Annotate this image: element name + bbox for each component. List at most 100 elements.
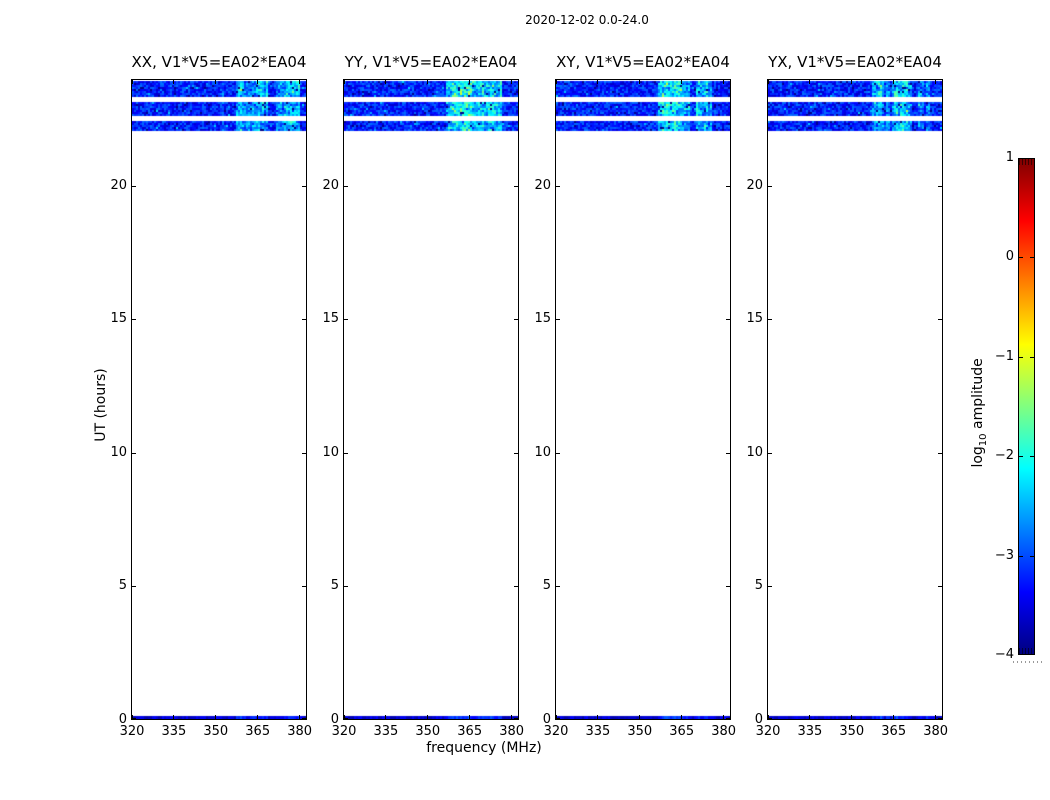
- y-tick-mark-left: [344, 453, 348, 454]
- colorbar-tick-mark-right: [1030, 556, 1034, 557]
- y-tick-label: 0: [118, 712, 127, 727]
- y-tick-label: 15: [534, 311, 551, 327]
- y-tick-mark-left: [768, 319, 772, 320]
- x-tick-label: 335: [161, 724, 187, 739]
- x-tick-label: 320: [755, 724, 781, 739]
- spectrogram-canvas: [132, 80, 306, 719]
- y-tick-mark-left: [132, 453, 136, 454]
- plot-frame: [343, 79, 519, 720]
- y-tick-mark-left: [768, 718, 772, 719]
- x-tick-label: 320: [543, 724, 569, 739]
- colorbar-tick-label: −2: [994, 448, 1014, 464]
- colorbar-label-subscript: 10: [977, 433, 989, 447]
- x-tick-mark-bottom: [469, 715, 470, 719]
- colorbar-tick-mark-right: [1030, 456, 1034, 457]
- colorbar-tick-mark-right: [1030, 357, 1034, 358]
- x-tick-label: 380: [499, 724, 525, 739]
- y-tick-label: 5: [542, 578, 551, 594]
- x-tick-label: 365: [669, 724, 695, 739]
- y-tick-mark-left: [344, 319, 348, 320]
- x-tick-mark-top: [257, 80, 258, 84]
- colorbar-top-minor-ticks: [1019, 159, 1034, 165]
- y-tick-mark-left: [132, 319, 136, 320]
- x-tick-label: 350: [203, 724, 229, 739]
- y-tick-mark-right: [726, 319, 730, 320]
- y-tick-mark-right: [726, 718, 730, 719]
- panel-title: XY, V1*V5=EA02*EA04: [556, 53, 730, 71]
- y-tick-mark-right: [302, 586, 306, 587]
- y-tick-label: 5: [754, 578, 763, 594]
- y-tick-label: 0: [330, 712, 339, 727]
- x-tick-mark-top: [681, 80, 682, 84]
- x-tick-label: 380: [923, 724, 949, 739]
- x-tick-mark-top: [427, 80, 428, 84]
- panel-title: YY, V1*V5=EA02*EA04: [344, 53, 518, 71]
- colorbar-bottom-minor-ticks: [1019, 648, 1034, 654]
- y-tick-mark-left: [768, 586, 772, 587]
- y-tick-mark-left: [556, 319, 560, 320]
- x-tick-mark-bottom: [681, 715, 682, 719]
- x-tick-label: 320: [331, 724, 357, 739]
- y-tick-mark-right: [302, 186, 306, 187]
- y-tick-label: 20: [322, 177, 339, 193]
- y-tick-mark-right: [302, 319, 306, 320]
- x-tick-mark-bottom: [851, 715, 852, 719]
- x-tick-label: 350: [415, 724, 441, 739]
- colorbar-tick-label: −1: [994, 348, 1014, 364]
- x-tick-mark-top: [215, 80, 216, 84]
- y-tick-label: 0: [754, 712, 763, 727]
- x-tick-mark-bottom: [597, 715, 598, 719]
- panel-xx: XX, V1*V5=EA02*EA04 0 5 10 15 20 320 335 350 365…: [110, 0, 312, 800]
- x-tick-label: 320: [119, 724, 145, 739]
- x-tick-mark-bottom: [385, 715, 386, 719]
- x-tick-mark-top: [173, 80, 174, 84]
- x-tick-mark-bottom: [299, 715, 300, 719]
- colorbar-tick-mark-left: [1019, 257, 1023, 258]
- x-tick-mark-bottom: [768, 715, 769, 719]
- x-tick-mark-bottom: [215, 715, 216, 719]
- y-tick-mark-left: [768, 453, 772, 454]
- x-tick-mark-top: [723, 80, 724, 84]
- y-tick-mark-right: [726, 453, 730, 454]
- x-tick-mark-top: [851, 80, 852, 84]
- spectrogram-canvas: [768, 80, 942, 719]
- y-tick-mark-right: [514, 586, 518, 587]
- x-tick-label: 365: [457, 724, 483, 739]
- y-tick-mark-left: [556, 453, 560, 454]
- y-tick-mark-right: [514, 319, 518, 320]
- y-tick-label: 10: [746, 444, 763, 460]
- y-tick-mark-right: [726, 586, 730, 587]
- y-tick-label: 5: [330, 578, 339, 594]
- panel-title: XX, V1*V5=EA02*EA04: [131, 53, 307, 71]
- x-tick-mark-bottom: [511, 715, 512, 719]
- colorbar-tick-mark-left: [1019, 456, 1023, 457]
- y-tick-mark-left: [556, 586, 560, 587]
- x-tick-mark-bottom: [427, 715, 428, 719]
- y-tick-mark-left: [344, 718, 348, 719]
- plot-frame: [767, 79, 943, 720]
- x-tick-label: 365: [881, 724, 907, 739]
- y-tick-label: 15: [322, 311, 339, 327]
- colorbar-tick-mark-right: [1030, 257, 1034, 258]
- y-tick-label: 10: [534, 444, 551, 460]
- y-tick-mark-right: [302, 453, 306, 454]
- x-tick-mark-top: [511, 80, 512, 84]
- y-tick-label: 15: [746, 311, 763, 327]
- x-tick-mark-bottom: [935, 715, 936, 719]
- x-tick-mark-bottom: [723, 715, 724, 719]
- y-tick-mark-right: [938, 718, 942, 719]
- spectrogram-canvas: [556, 80, 730, 719]
- y-tick-mark-left: [768, 186, 772, 187]
- y-tick-mark-left: [556, 186, 560, 187]
- x-tick-mark-top: [639, 80, 640, 84]
- x-tick-mark-bottom: [639, 715, 640, 719]
- colorbar-tick-label: −3: [994, 547, 1014, 563]
- x-tick-mark-top: [597, 80, 598, 84]
- y-tick-mark-left: [344, 186, 348, 187]
- x-tick-mark-bottom: [556, 715, 557, 719]
- y-tick-label: 0: [542, 712, 551, 727]
- x-tick-label: 350: [627, 724, 653, 739]
- panel-yy: YY, V1*V5=EA02*EA04 0 5 10 15 20 320 335 350 365…: [322, 0, 524, 800]
- plot-frame: [131, 79, 307, 720]
- y-tick-mark-right: [302, 718, 306, 719]
